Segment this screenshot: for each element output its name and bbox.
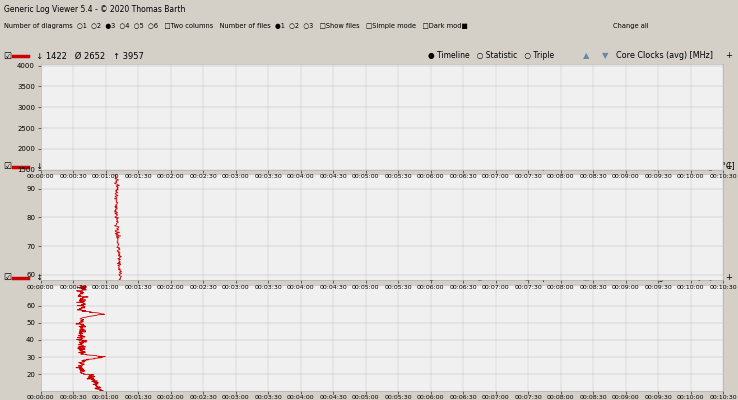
- Text: ↓ 1422   Ø 2652   ↑ 3957: ↓ 1422 Ø 2652 ↑ 3957: [31, 52, 144, 60]
- Text: ▼: ▼: [601, 162, 608, 171]
- Text: ▲: ▲: [583, 273, 590, 282]
- Text: ● Timeline   ○ Statistic   ○ Triple: ● Timeline ○ Statistic ○ Triple: [428, 273, 554, 282]
- Text: Core Temperatures (avg) [°C]: Core Temperatures (avg) [°C]: [616, 162, 735, 171]
- Text: ● Timeline   ○ Statistic   ○ Triple: ● Timeline ○ Statistic ○ Triple: [428, 52, 554, 60]
- Text: +: +: [725, 162, 732, 171]
- Text: ↓ 57   Ø 70.76   ↑ 91: ↓ 57 Ø 70.76 ↑ 91: [31, 162, 125, 171]
- Text: ▲: ▲: [583, 162, 590, 171]
- Text: ☑: ☑: [4, 273, 12, 282]
- Text: ↓ 12.51   Ø 37.75   ↑ 66.37: ↓ 12.51 Ø 37.75 ↑ 66.37: [31, 273, 152, 282]
- Text: ▼: ▼: [601, 273, 608, 282]
- Text: ☑: ☑: [4, 162, 12, 171]
- Text: +: +: [725, 52, 732, 60]
- Text: ● Timeline   ○ Statistic   ○ Triple: ● Timeline ○ Statistic ○ Triple: [428, 162, 554, 171]
- Text: CPU Package Power [W]: CPU Package Power [W]: [616, 273, 712, 282]
- Text: Change all: Change all: [613, 24, 648, 30]
- Text: +: +: [725, 273, 732, 282]
- Text: Number of diagrams  ○1  ○2  ●3  ○4  ○5  ○6   □Two columns   Number of files  ●1 : Number of diagrams ○1 ○2 ●3 ○4 ○5 ○6 □Tw…: [4, 24, 467, 30]
- Text: ▲: ▲: [583, 52, 590, 60]
- Text: ▼: ▼: [601, 52, 608, 60]
- Text: Generic Log Viewer 5.4 - © 2020 Thomas Barth: Generic Log Viewer 5.4 - © 2020 Thomas B…: [4, 5, 185, 14]
- Text: ☑: ☑: [4, 52, 12, 60]
- Text: Core Clocks (avg) [MHz]: Core Clocks (avg) [MHz]: [616, 52, 713, 60]
